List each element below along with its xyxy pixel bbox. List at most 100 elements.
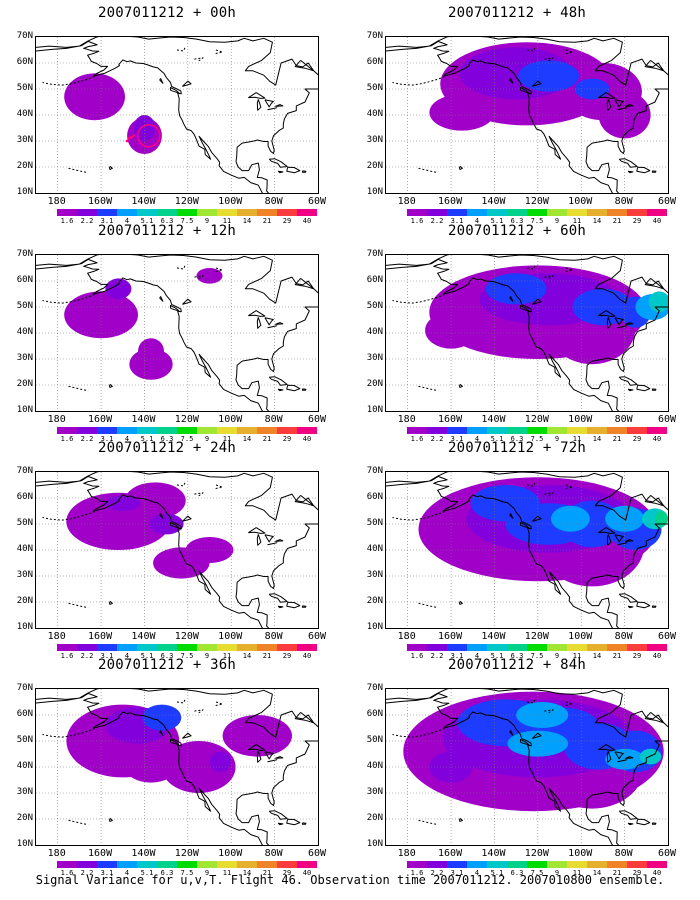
longitude-tick-label: 160W [88,414,113,425]
color-scale-label: 2.2 [430,435,444,443]
latitude-tick-label: 50N [366,518,383,528]
color-scale-swatch [57,644,77,651]
latitude-tick-label: 30N [366,135,383,145]
color-scale-swatch [527,644,547,651]
color-scale-label: 2.2 [430,652,444,660]
latitude-tick-label: 40N [16,544,33,554]
color-scale-labels: 1.6 2.2 3.1 4 5.1 6.3 7.5 9 11 14 21 29 40 [57,217,317,226]
color-scale-swatch [567,861,587,868]
color-scale-label: 14 [592,869,602,877]
latitude-tick-label: 70N [16,683,33,693]
panel-title: 2007011212 + 60h [447,223,587,239]
color-scale-swatch [117,861,137,868]
color-scale-swatch [197,209,217,216]
color-scale-swatch [647,644,667,651]
panel-title: 2007011212 + 36h [97,657,237,673]
color-scale-label: 21 [262,435,272,443]
longitude-tick-label: 140W [131,631,156,642]
color-scale-swatch [297,427,317,434]
longitude-tick-label: 180 [47,414,66,425]
variance-contour-blob [64,73,125,121]
color-scale-label: 2.2 [80,217,94,225]
latitude-tick-label: 10N [16,622,33,632]
color-scale-swatch [607,209,627,216]
color-scale-swatch [467,427,487,434]
longitude-tick-label: 140W [481,196,506,207]
color-scale-label: 3.1 [450,869,464,877]
color-scale-swatch [427,209,447,216]
color-scale-swatch [587,209,607,216]
color-scale-label: 1.6 [410,652,424,660]
longitude-tick-label: 180 [47,631,66,642]
color-scale-swatch [217,861,237,868]
longitude-tick-label: 60W [657,196,677,207]
latitude-tick-label: 20N [16,379,33,389]
color-scale-swatch [527,427,547,434]
latitude-tick-label: 50N [16,301,33,311]
longitude-tick-label: 60W [657,414,677,425]
color-scale-label: 1.6 [60,217,74,225]
color-scale-label: 7.5 [530,435,544,443]
color-scale-label: 11 [572,869,582,877]
color-scale-label: 29 [282,217,292,225]
color-scale-swatch [177,427,197,434]
longitude-tick-label: 180 [47,848,66,859]
color-scale-swatch [117,427,137,434]
variance-contour-blob [655,511,668,527]
color-scale-label: 3.1 [100,435,114,443]
color-scale-bar [407,209,667,216]
color-scale-swatch [587,861,607,868]
latitude-tick-label: 10N [16,839,33,849]
latitude-tick-label: 40N [16,761,33,771]
color-scale-swatch [237,427,257,434]
color-scale-label: 14 [592,217,602,225]
variance-contour-blob [148,513,184,535]
latitude-tick-label: 30N [16,135,33,145]
color-scale-labels: 1.6 2.2 3.1 4 5.1 6.3 7.5 9 11 14 21 29 40 [57,869,317,878]
color-scale-label: 29 [632,435,642,443]
latitude-tick-label: 70N [366,31,383,41]
color-scale-swatch [487,427,507,434]
variance-map-svg [386,255,668,411]
variance-field [66,704,292,793]
longitude-tick-label: 80W [264,414,283,425]
color-scale-label: 2.2 [430,869,444,877]
map-panel: 2007011212 + 72h 70N 60N 50N 40N 30N 20N 10N 180… [352,440,682,660]
color-scale-label: 14 [592,435,602,443]
longitude-tick-label: 100W [218,631,243,642]
color-scale-label: 6.3 [510,435,524,443]
color-scale-bar [57,861,317,868]
color-scale-label: 14 [242,435,252,443]
color-scale-label: 14 [242,217,252,225]
color-scale-label: 3.1 [450,435,464,443]
longitude-tick-label: 180 [397,848,416,859]
color-scale-swatch [607,861,627,868]
longitude-tick-label: 80W [264,196,283,207]
color-scale-swatch [277,427,297,434]
color-scale-label: 29 [282,435,292,443]
color-scale-bar [407,644,667,651]
color-scale-label: 4 [474,652,480,660]
color-scale-labels: 1.6 2.2 3.1 4 5.1 6.3 7.5 9 11 14 21 29 40 [57,435,317,444]
longitude-tick-label: 100W [218,848,243,859]
color-scale-swatch [487,861,507,868]
longitude-tick-label: 100W [218,196,243,207]
color-scale-swatch [487,209,507,216]
color-scale-bar [57,209,317,216]
variance-contour-blob [209,751,232,773]
latitude-tick-label: 30N [16,787,33,797]
variance-field [425,265,668,365]
latitude-tick-label: 60N [366,709,383,719]
variance-contour-blob [518,60,580,92]
flight-track-marker [125,124,161,148]
longitude-tick-label: 80W [614,196,633,207]
longitude-tick-label: 120W [174,631,199,642]
latitude-tick-label: 60N [366,275,383,285]
color-scale-label: 4 [124,652,130,660]
color-scale-swatch [157,209,177,216]
color-scale-swatch [467,209,487,216]
latitude-tick-label: 40N [366,327,383,337]
latitude-tick-label: 10N [16,405,33,415]
color-scale-label: 21 [612,435,622,443]
variance-map-svg [36,472,318,628]
